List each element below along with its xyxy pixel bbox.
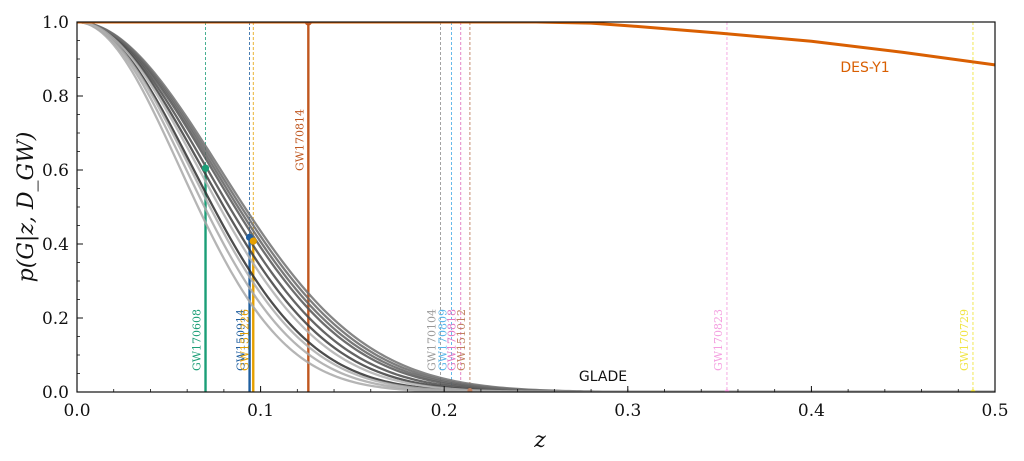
event-marker-gw170823	[724, 389, 730, 392]
event-label-gw151012: GW151012	[455, 309, 468, 371]
event-label-gw170809: GW170809	[437, 309, 450, 371]
glade-curve-6	[77, 22, 995, 392]
event-label-gw151226: GW151226	[238, 309, 251, 371]
event-label-gw170818: GW170818	[446, 309, 459, 371]
labels: z p(G|z, D_GW)	[14, 132, 546, 453]
glade-curve-10	[77, 22, 995, 392]
glade-curve-3	[77, 22, 995, 392]
y-axis-label: p(G|z, D_GW)	[14, 132, 39, 283]
event-label-gw150914: GW150914	[235, 309, 248, 371]
y-tick-label: 0.8	[42, 87, 69, 107]
glade-curve-5	[77, 22, 995, 392]
y-tick-label: 1.0	[42, 13, 69, 33]
glade-curve-11	[77, 22, 995, 392]
y-tick-label: 0.0	[42, 383, 69, 403]
glade-curve-1	[77, 22, 995, 392]
event-label-gw170104: GW170104	[426, 309, 439, 371]
x-axis-label: z	[533, 428, 546, 453]
x-tick-label: 0.3	[614, 401, 641, 421]
x-tick-label: 0.2	[431, 401, 458, 421]
event-label-gw170608: GW170608	[191, 309, 204, 371]
x-tick-label: 0.4	[798, 401, 825, 421]
des-y1-label: DES-Y1	[840, 60, 889, 76]
y-tick-label: 0.2	[42, 309, 69, 329]
event-marker-gw170814	[304, 22, 312, 26]
event-label-gw170823: GW170823	[712, 309, 725, 371]
x-tick-label: 0.0	[63, 401, 90, 421]
glade-curve-4	[77, 22, 995, 392]
event-marker-gw170729	[970, 389, 976, 392]
glade-label: GLADE	[579, 369, 627, 385]
ticks: 0.0 0.1 0.2 0.3 0.4 0.5 0.0 0.2 0.4 0.6 0.8 1.0	[42, 13, 1009, 421]
event-marker-gw151226	[249, 237, 257, 245]
x-tick-label: 0.1	[247, 401, 274, 421]
event-marker-gw170608	[201, 164, 210, 172]
glade-curve-2	[77, 22, 995, 392]
glade-curve-7	[77, 22, 995, 392]
y-tick-label: 0.6	[42, 161, 69, 181]
event-label-gw170814: GW170814	[293, 109, 306, 171]
glade-curve-9	[77, 22, 995, 392]
y-tick-label: 0.4	[42, 235, 69, 255]
axes-frame	[76, 21, 996, 393]
des-y1-curve	[77, 22, 995, 67]
event-marker-gw151012	[467, 388, 473, 392]
glade-curve-8	[77, 22, 995, 392]
event-label-gw170729: GW170729	[958, 309, 971, 371]
x-tick-label: 0.5	[981, 401, 1008, 421]
